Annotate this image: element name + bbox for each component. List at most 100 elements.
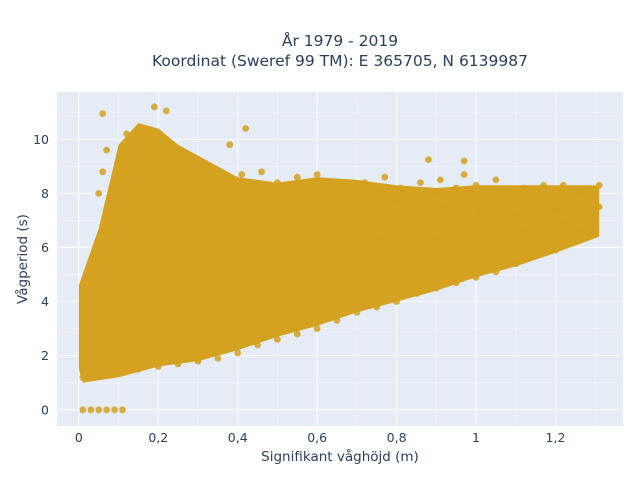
scatter-point <box>460 198 468 205</box>
scatter-point <box>139 230 146 238</box>
scatter-point <box>139 133 146 141</box>
scatter-point <box>182 160 190 168</box>
data-points <box>78 103 603 414</box>
scatter-point <box>123 179 130 187</box>
scatter-point <box>158 181 166 189</box>
scatter-point <box>154 149 162 157</box>
y-tick-label: 0 <box>41 402 49 417</box>
scatter-point <box>556 192 563 200</box>
scatter-point <box>182 257 190 265</box>
scatter-point <box>337 295 345 303</box>
chart-title-line-1: År 1979 - 2019 <box>282 31 398 50</box>
scatter-point <box>258 214 265 222</box>
scatter-point <box>293 271 301 278</box>
y-tick-label: 2 <box>41 348 49 363</box>
scatter-point <box>575 190 583 197</box>
scatter-point <box>540 222 547 230</box>
scatter-point <box>115 244 122 251</box>
scatter-point <box>99 110 107 117</box>
scatter-point <box>397 279 404 287</box>
scatter-point <box>242 249 250 257</box>
scatter-point <box>274 276 281 284</box>
scatter-point <box>218 219 226 227</box>
scatter-point <box>154 295 162 303</box>
scatter-point <box>293 173 301 181</box>
scatter-point <box>357 241 365 249</box>
scatter-point <box>520 227 528 235</box>
scatter-point <box>238 322 246 330</box>
scatter-point <box>353 208 361 216</box>
scatter-point <box>194 190 202 197</box>
scatter-point <box>393 198 400 205</box>
scatter-point <box>440 252 448 259</box>
scatter-point <box>158 230 166 238</box>
scatter-point <box>143 322 150 330</box>
scatter-point <box>512 260 520 268</box>
scatter-point <box>154 363 162 370</box>
scatter-point <box>158 279 166 287</box>
scatter-point <box>198 271 206 278</box>
scatter-point <box>595 181 603 189</box>
scatter-point <box>397 184 404 192</box>
scatter-point <box>333 214 341 222</box>
scatter-point <box>194 357 202 365</box>
scatter-point <box>297 206 305 214</box>
scatter-point <box>254 230 261 238</box>
scatter-point <box>234 233 242 241</box>
scatter-point <box>421 208 428 216</box>
scatter-point <box>238 217 246 224</box>
scatter-point <box>99 227 107 235</box>
scatter-point <box>381 268 389 276</box>
scatter-point <box>301 290 309 297</box>
scatter-point <box>425 156 432 164</box>
scatter-point <box>174 146 182 154</box>
scatter-point <box>174 241 182 249</box>
scatter-point <box>552 246 559 254</box>
scatter-point <box>83 292 91 300</box>
scatter-point <box>182 208 190 216</box>
scatter-point <box>143 165 150 173</box>
scatter-point <box>321 187 329 195</box>
scatter-point <box>397 230 404 238</box>
scatter-point <box>536 192 543 200</box>
scatter-point <box>202 206 210 214</box>
scatter-point <box>135 365 142 373</box>
scatter-point <box>103 254 110 262</box>
scatter-point <box>278 311 285 319</box>
scatter-point <box>516 244 524 251</box>
y-axis-ticks: 0 2 4 6 8 10 <box>33 132 49 417</box>
scatter-point <box>297 306 305 314</box>
scatter-point <box>377 187 385 195</box>
scatter-point <box>95 406 103 414</box>
scatter-point <box>127 163 134 170</box>
scatter-point <box>87 325 95 332</box>
x-tick-label: 1 <box>472 430 480 445</box>
scatter-point <box>452 230 460 238</box>
scatter-point <box>83 346 91 354</box>
scatter-point <box>258 263 265 270</box>
scatter-point <box>317 252 325 259</box>
scatter-point <box>436 219 444 227</box>
scatter-point <box>262 298 269 305</box>
scatter-point <box>178 273 186 281</box>
scatter-point <box>317 300 325 308</box>
scatter-point <box>560 219 567 227</box>
scatter-point <box>107 292 114 300</box>
scatter-point <box>313 171 321 178</box>
scatter-point <box>401 263 408 270</box>
scatter-point <box>337 246 345 254</box>
scatter-point <box>333 263 341 270</box>
scatter-point <box>103 336 110 343</box>
scatter-point <box>218 325 226 332</box>
scatter-point <box>377 284 385 292</box>
scatter-point <box>198 173 206 181</box>
scatter-point <box>262 246 269 254</box>
scatter-point <box>476 208 484 216</box>
scatter-point <box>238 265 246 273</box>
scatter-point <box>135 249 142 257</box>
scatter-point <box>194 290 202 297</box>
scatter-point <box>226 141 234 149</box>
scatter-point <box>87 406 95 414</box>
scatter-point <box>202 254 210 262</box>
